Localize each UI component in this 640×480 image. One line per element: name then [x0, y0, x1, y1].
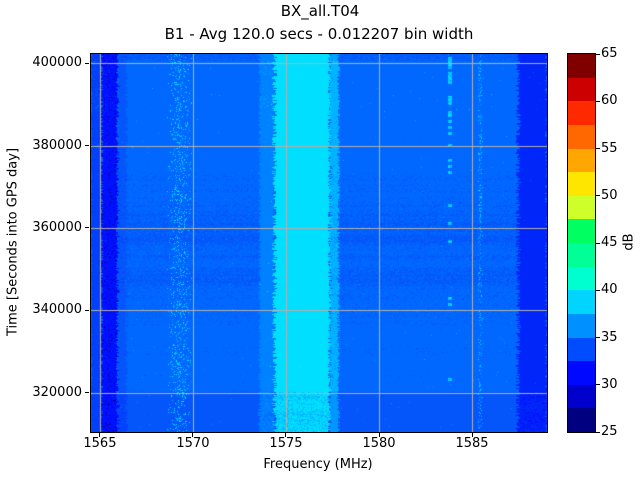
colorbar-level	[568, 384, 595, 409]
colorbar-tick-label: 40	[601, 282, 618, 298]
colorbar-tick-label: 30	[601, 376, 618, 392]
x-tick-label: 1565	[83, 436, 117, 451]
x-tick-mark	[378, 433, 380, 437]
colorbar-level	[568, 124, 595, 149]
x-tick-mark	[471, 433, 473, 437]
y-tick-mark	[85, 145, 89, 146]
colorbar-level	[568, 77, 595, 102]
colorbar-level	[568, 361, 595, 385]
colorbar-level	[568, 313, 595, 338]
colorbar-level	[568, 172, 595, 196]
x-tick-mark	[285, 433, 287, 437]
colorbar-level	[568, 101, 595, 125]
x-axis-label: Frequency (MHz)	[263, 457, 373, 472]
colorbar-tick-mark	[596, 289, 600, 291]
y-tick-mark	[85, 392, 89, 394]
heatmap-canvas	[91, 54, 547, 432]
y-tick-label: 360000	[32, 219, 82, 235]
y-tick-label: 340000	[32, 302, 82, 318]
colorbar-level	[568, 148, 595, 173]
colorbar-label: dB	[621, 233, 637, 251]
colorbar-level	[568, 195, 595, 220]
colorbar-tick-mark	[596, 195, 600, 197]
y-tick-label: 380000	[32, 137, 82, 153]
colorbar-tick-label: 35	[601, 329, 618, 345]
y-tick-mark	[85, 227, 89, 229]
colorbar	[567, 53, 596, 433]
colorbar-tick-label: 55	[601, 140, 618, 156]
colorbar-tick-mark	[596, 384, 600, 386]
colorbar-level	[568, 219, 595, 243]
figure-suptitle: BX_all.T04	[280, 2, 360, 20]
plot-area	[90, 53, 548, 433]
colorbar-level	[568, 408, 595, 432]
colorbar-tick-label: 65	[601, 46, 618, 61]
colorbar-tick-mark	[596, 337, 600, 338]
colorbar-tick-mark	[596, 431, 600, 433]
colorbar-tick-mark	[596, 100, 600, 102]
colorbar-tick-mark	[596, 242, 600, 244]
x-tick-mark	[99, 433, 101, 437]
x-tick-label: 1585	[455, 436, 489, 451]
axes-title: B1 - Avg 120.0 secs - 0.012207 bin width	[164, 25, 474, 43]
colorbar-level	[568, 290, 595, 314]
colorbar-tick-mark	[596, 148, 600, 149]
y-axis-label: Time [Seconds into GPS day]	[5, 147, 21, 337]
x-tick-label: 1575	[269, 436, 303, 451]
colorbar-tick-label: 60	[601, 93, 618, 109]
y-tick-label: 320000	[32, 384, 82, 400]
colorbar-level	[568, 337, 595, 362]
y-tick-label: 400000	[32, 55, 82, 71]
colorbar-tick-label: 25	[601, 424, 618, 439]
colorbar-level	[568, 54, 595, 78]
colorbar-tick-label: 50	[601, 187, 618, 203]
colorbar-level	[568, 266, 595, 291]
colorbar-level	[568, 243, 595, 267]
y-tick-mark	[85, 309, 89, 311]
colorbar-tick-label: 45	[601, 235, 618, 250]
colorbar-tick-mark	[596, 53, 600, 55]
x-tick-mark	[192, 433, 194, 437]
y-tick-mark	[85, 62, 89, 64]
x-tick-label: 1570	[176, 436, 210, 451]
x-tick-label: 1580	[362, 436, 396, 451]
